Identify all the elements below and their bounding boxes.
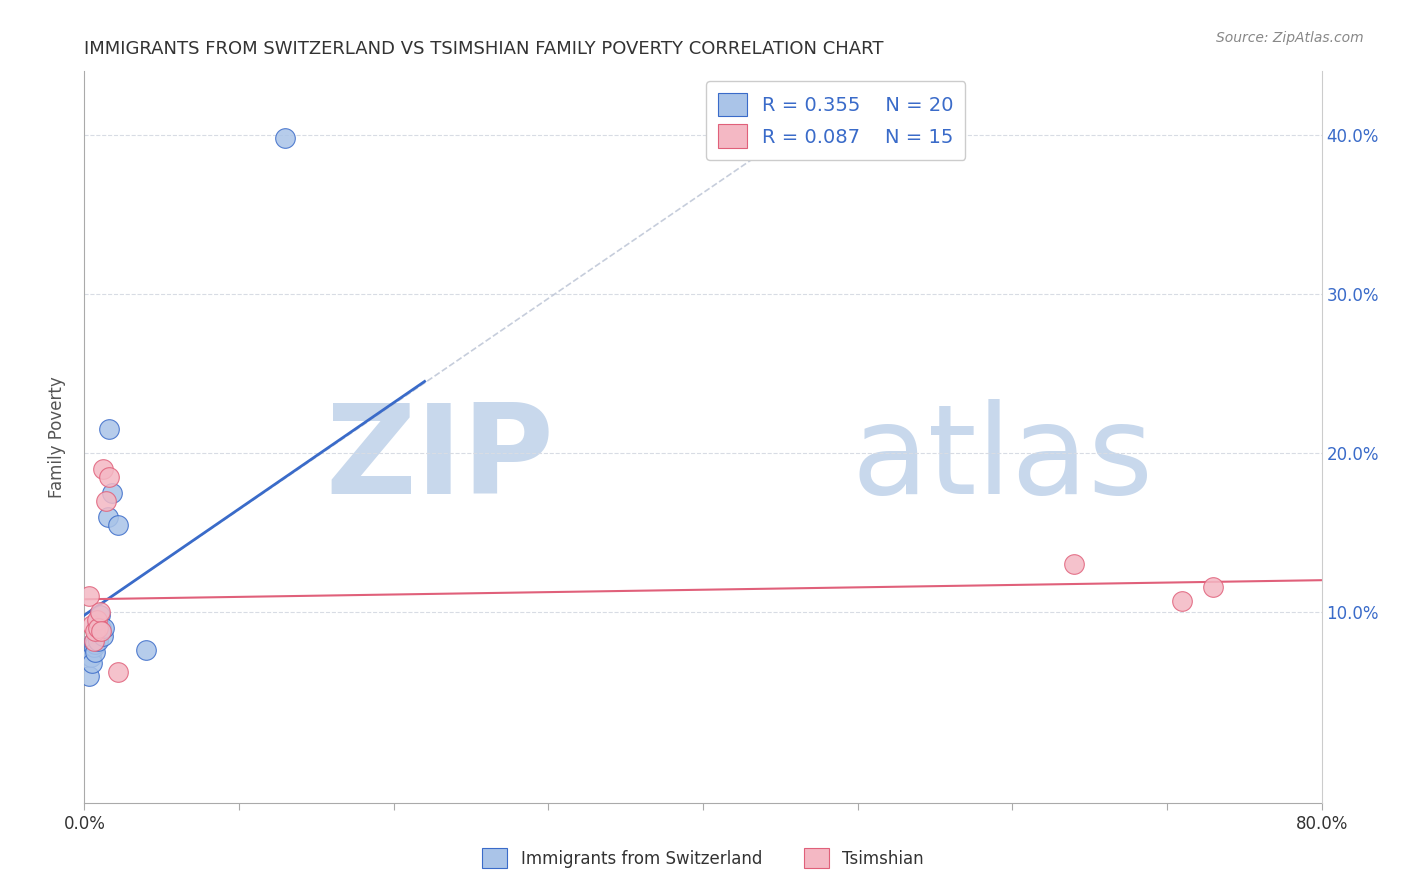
Text: IMMIGRANTS FROM SWITZERLAND VS TSIMSHIAN FAMILY POVERTY CORRELATION CHART: IMMIGRANTS FROM SWITZERLAND VS TSIMSHIAN… <box>84 40 884 58</box>
Text: ZIP: ZIP <box>326 399 554 519</box>
Text: atlas: atlas <box>852 399 1153 519</box>
Point <box>91 629 114 643</box>
Point <box>90 624 112 638</box>
Point <box>82 656 104 670</box>
Point <box>98 470 121 484</box>
Point <box>94 493 117 508</box>
Point <box>89 608 111 623</box>
Point <box>93 621 115 635</box>
Y-axis label: Family Poverty: Family Poverty <box>48 376 66 498</box>
Point <box>98 422 121 436</box>
Point <box>274 131 297 145</box>
Point <box>89 605 111 619</box>
Point <box>1202 580 1225 594</box>
Point <box>135 643 157 657</box>
Point <box>101 485 124 500</box>
Point <box>84 645 107 659</box>
Point <box>79 649 101 664</box>
Point <box>77 668 100 682</box>
Point <box>107 665 129 680</box>
Point <box>83 640 105 654</box>
Point <box>82 617 104 632</box>
Legend: Immigrants from Switzerland, Tsimshian: Immigrants from Switzerland, Tsimshian <box>475 841 931 875</box>
Point <box>84 624 107 638</box>
Point <box>83 633 105 648</box>
Point <box>86 613 108 627</box>
Point <box>86 617 108 632</box>
Point <box>107 517 129 532</box>
Point <box>90 621 112 635</box>
Point <box>84 637 107 651</box>
Point <box>86 624 108 638</box>
Point <box>91 462 114 476</box>
Text: Source: ZipAtlas.com: Source: ZipAtlas.com <box>1216 31 1364 45</box>
Point <box>87 621 110 635</box>
Point <box>97 509 120 524</box>
Point <box>1171 594 1194 608</box>
Point <box>87 633 110 648</box>
Point <box>77 589 100 603</box>
Point <box>1063 558 1085 572</box>
Point <box>83 633 105 648</box>
